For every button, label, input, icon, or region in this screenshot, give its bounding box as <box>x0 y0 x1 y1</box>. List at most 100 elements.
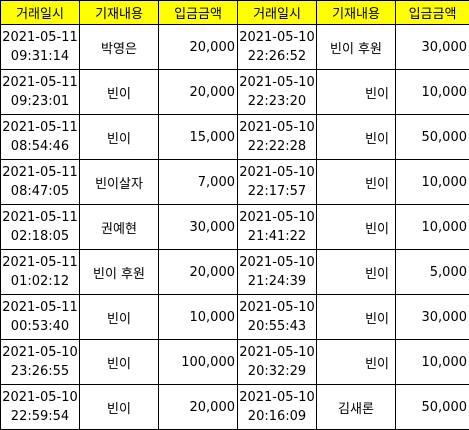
cell-amount: 30,000 <box>159 205 238 250</box>
cell-memo: 빈이 <box>80 70 159 115</box>
cell-memo: 빈이 후원 <box>80 250 159 295</box>
cell-time: 08:54:46 <box>1 137 79 156</box>
cell-time: 00:53:40 <box>1 317 79 336</box>
header-deposit-amount: 입금금액 <box>396 1 469 25</box>
header-deposit-amount: 입금금액 <box>159 1 238 25</box>
cell-memo: 빈이 <box>317 295 396 340</box>
cell-date: 2021-05-11 <box>1 118 79 137</box>
cell-amount: 20,000 <box>159 385 238 430</box>
cell-time: 22:22:28 <box>238 137 316 156</box>
cell-time: 22:59:54 <box>1 407 79 426</box>
cell-date: 2021-05-10 <box>1 343 79 362</box>
cell-memo: 빈이 후원 <box>317 25 396 70</box>
cell-date: 2021-05-10 <box>238 253 316 272</box>
cell-time: 21:24:39 <box>238 272 316 291</box>
cell-amount: 50,000 <box>396 115 469 160</box>
cell-memo: 빈이 <box>317 70 396 115</box>
cell-amount: 20,000 <box>159 250 238 295</box>
cell-time: 01:02:12 <box>1 272 79 291</box>
cell-amount: 15,000 <box>159 115 238 160</box>
cell-time: 20:16:09 <box>238 407 316 426</box>
cell-amount: 7,000 <box>159 160 238 205</box>
cell-amount: 30,000 <box>396 295 469 340</box>
cell-amount: 20,000 <box>159 70 238 115</box>
cell-date: 2021-05-10 <box>238 73 316 92</box>
cell-date: 2021-05-10 <box>1 388 79 407</box>
cell-time: 20:32:29 <box>238 362 316 381</box>
cell-memo: 박영은 <box>80 25 159 70</box>
cell-date: 2021-05-11 <box>1 208 79 227</box>
cell-date: 2021-05-10 <box>238 298 316 317</box>
cell-date: 2021-05-10 <box>238 208 316 227</box>
cell-time: 21:41:22 <box>238 227 316 246</box>
cell-amount: 10,000 <box>396 70 469 115</box>
cell-time: 20:55:43 <box>238 317 316 336</box>
cell-amount: 30,000 <box>396 25 469 70</box>
cell-amount: 10,000 <box>396 160 469 205</box>
cell-memo: 빈이 <box>317 160 396 205</box>
cell-time: 22:26:52 <box>238 47 316 66</box>
cell-amount: 10,000 <box>159 295 238 340</box>
cell-memo: 빈이살자 <box>80 160 159 205</box>
cell-time: 22:17:57 <box>238 182 316 201</box>
cell-memo: 빈이 <box>317 205 396 250</box>
cell-date: 2021-05-11 <box>1 163 79 182</box>
cell-amount: 5,000 <box>396 250 469 295</box>
cell-amount: 100,000 <box>159 340 238 385</box>
cell-amount: 10,000 <box>396 340 469 385</box>
cell-memo: 권예현 <box>80 205 159 250</box>
cell-memo: 빈이 <box>80 115 159 160</box>
header-transaction-datetime: 거래일시 <box>238 1 317 25</box>
cell-time: 09:31:14 <box>1 47 79 66</box>
cell-memo: 빈이 <box>80 385 159 430</box>
header-memo: 기재내용 <box>80 1 159 25</box>
cell-date: 2021-05-11 <box>1 253 79 272</box>
cell-date: 2021-05-10 <box>238 388 316 407</box>
cell-time: 22:23:20 <box>238 92 316 111</box>
cell-date: 2021-05-10 <box>238 343 316 362</box>
cell-date: 2021-05-11 <box>1 28 79 47</box>
cell-date: 2021-05-11 <box>1 73 79 92</box>
cell-time: 23:26:55 <box>1 362 79 381</box>
cell-memo: 빈이 <box>317 340 396 385</box>
cell-date: 2021-05-11 <box>1 298 79 317</box>
header-row: 거래일시 기재내용 입금금액 거래일시 기재내용 입금금액 <box>1 1 469 25</box>
cell-memo: 김새론 <box>317 385 396 430</box>
cell-memo: 빈이 <box>317 115 396 160</box>
deposit-sheet: 거래일시 기재내용 입금금액 거래일시 기재내용 입금금액 2021-05-11… <box>0 0 469 419</box>
cell-memo: 빈이 <box>317 250 396 295</box>
cell-memo: 빈이 <box>80 340 159 385</box>
header-memo: 기재내용 <box>317 1 396 25</box>
cell-amount: 20,000 <box>159 25 238 70</box>
cell-time: 08:47:05 <box>1 182 79 201</box>
cell-memo: 빈이 <box>80 295 159 340</box>
cell-time: 09:23:01 <box>1 92 79 111</box>
